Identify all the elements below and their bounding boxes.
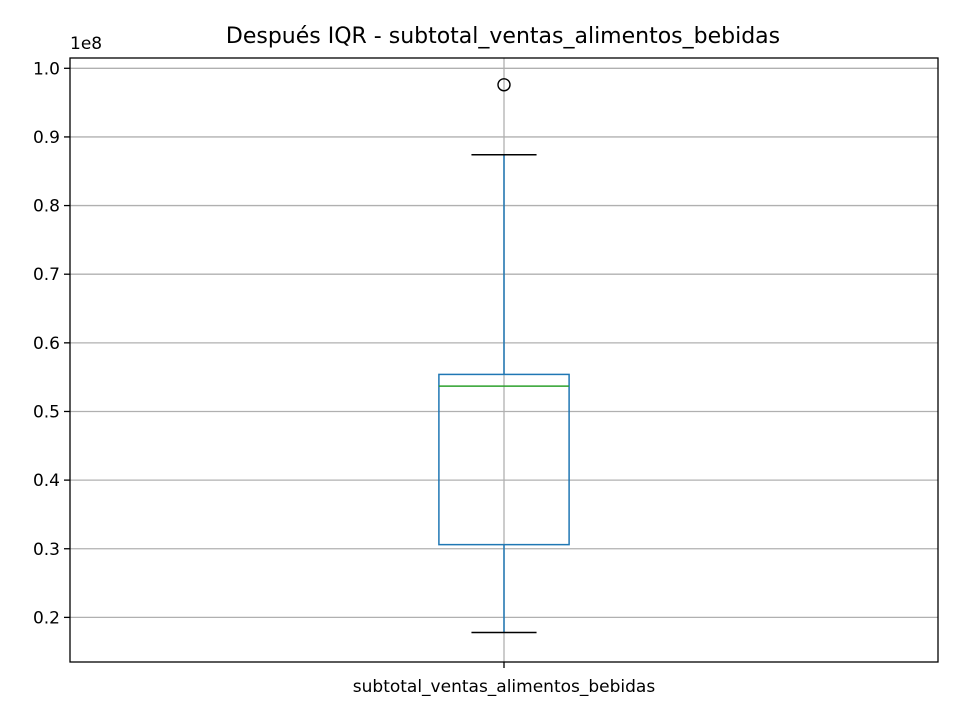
y-tick-label: 1.0: [33, 59, 60, 79]
y-tick-label: 0.9: [33, 128, 60, 148]
outlier-point: [497, 78, 511, 92]
x-tick-label: subtotal_ventas_alimentos_bebidas: [353, 677, 656, 697]
y-tick-label: 0.6: [33, 334, 60, 354]
chart-title: Después IQR - subtotal_ventas_alimentos_…: [226, 24, 780, 49]
y-tick-label: 0.8: [33, 197, 60, 217]
x-axis-ticks: subtotal_ventas_alimentos_bebidas: [353, 662, 656, 697]
y-tick-label: 0.2: [33, 608, 60, 628]
y-tick-label: 0.4: [33, 471, 60, 491]
y-tick-label: 0.7: [33, 265, 60, 285]
y-axis-ticks: 0.2 0.3 0.4 0.5 0.6 0.7 0.8 0.9 1.0: [33, 59, 70, 628]
y-offset-label: 1e8: [70, 34, 102, 54]
box-layer: [438, 78, 570, 634]
iqr-box: [438, 373, 570, 546]
y-tick-label: 0.5: [33, 402, 60, 422]
y-tick-label: 0.3: [33, 540, 60, 560]
